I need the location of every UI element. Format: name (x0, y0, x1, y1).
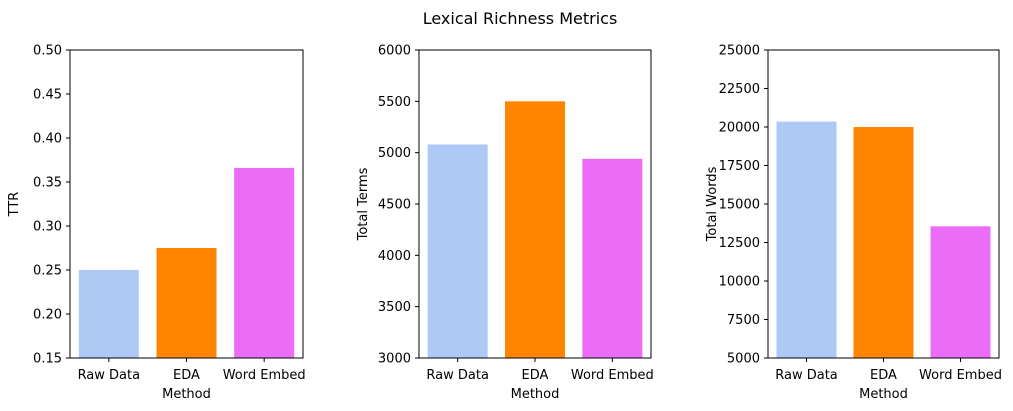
y-tick-label: 3000 (378, 352, 411, 367)
bar-raw-data (427, 144, 488, 358)
bar-word-embed (234, 167, 295, 358)
chart-panel-1: 0.15 0.20 0.25 0.30 0.35 0.40 0.45 0.50 Raw Data… (7, 44, 306, 403)
bar-eda (505, 101, 565, 358)
y-tick-label: 5000 (378, 146, 411, 161)
x-tick-label: Word Embed (223, 368, 306, 383)
y-tick-label: 20000 (719, 121, 760, 136)
y-tick-label: 0.15 (33, 352, 62, 367)
y-tick-label: 0.30 (33, 220, 62, 235)
figure-title: Lexical Richness Metrics (423, 9, 618, 28)
y-tick-label: 22500 (719, 82, 760, 97)
bar-eda (156, 248, 217, 358)
x-tick-label: EDA (173, 368, 200, 383)
bar-raw-data (78, 270, 139, 358)
y-tick-label: 0.35 (33, 176, 62, 191)
y-axis-label: Total Words (705, 166, 720, 242)
x-axis-label: Method (859, 387, 908, 402)
y-tick-label: 0.45 (33, 88, 62, 103)
x-tick-label: Raw Data (775, 368, 838, 383)
y-tick-label: 0.20 (33, 308, 62, 323)
y-tick-label: 0.50 (33, 44, 62, 59)
y-tick-label: 17500 (719, 159, 760, 174)
x-axis-label: Method (162, 387, 211, 402)
bar-word-embed (582, 158, 643, 358)
x-tick-label: EDA (522, 368, 549, 383)
x-tick-label: Raw Data (78, 368, 141, 383)
chart-panel-3: 5000 7500 10000 12500 15000 17500 20000 22500 25… (705, 44, 1002, 403)
x-tick-label: Word Embed (919, 368, 1002, 383)
y-tick-label: 5500 (378, 95, 411, 110)
y-tick-label: 3500 (378, 300, 411, 315)
x-axis-label: Method (511, 387, 560, 402)
y-tick-label: 0.25 (33, 264, 62, 279)
y-tick-label: 4500 (378, 198, 411, 213)
chart-panel-2: 3000 3500 4000 4500 5000 5500 6000 Raw Data EDA W… (356, 44, 654, 403)
bar-raw-data (776, 121, 837, 358)
x-tick-label: EDA (870, 368, 897, 383)
bar-eda (853, 127, 914, 358)
y-tick-label: 12500 (719, 236, 760, 251)
y-tick-label: 0.40 (33, 132, 62, 147)
x-tick-label: Raw Data (426, 368, 489, 383)
y-tick-label: 15000 (719, 198, 760, 213)
y-tick-label: 25000 (719, 44, 760, 59)
x-tick-label: Word Embed (571, 368, 654, 383)
y-axis-label: TTR (7, 192, 22, 218)
y-axis-label: Total Terms (356, 167, 371, 241)
bar-word-embed (930, 226, 991, 358)
y-tick-label: 4000 (378, 249, 411, 264)
y-tick-label: 5000 (727, 352, 760, 367)
y-tick-label: 6000 (378, 44, 411, 59)
y-tick-label: 7500 (727, 313, 760, 328)
y-tick-label: 10000 (719, 275, 760, 290)
